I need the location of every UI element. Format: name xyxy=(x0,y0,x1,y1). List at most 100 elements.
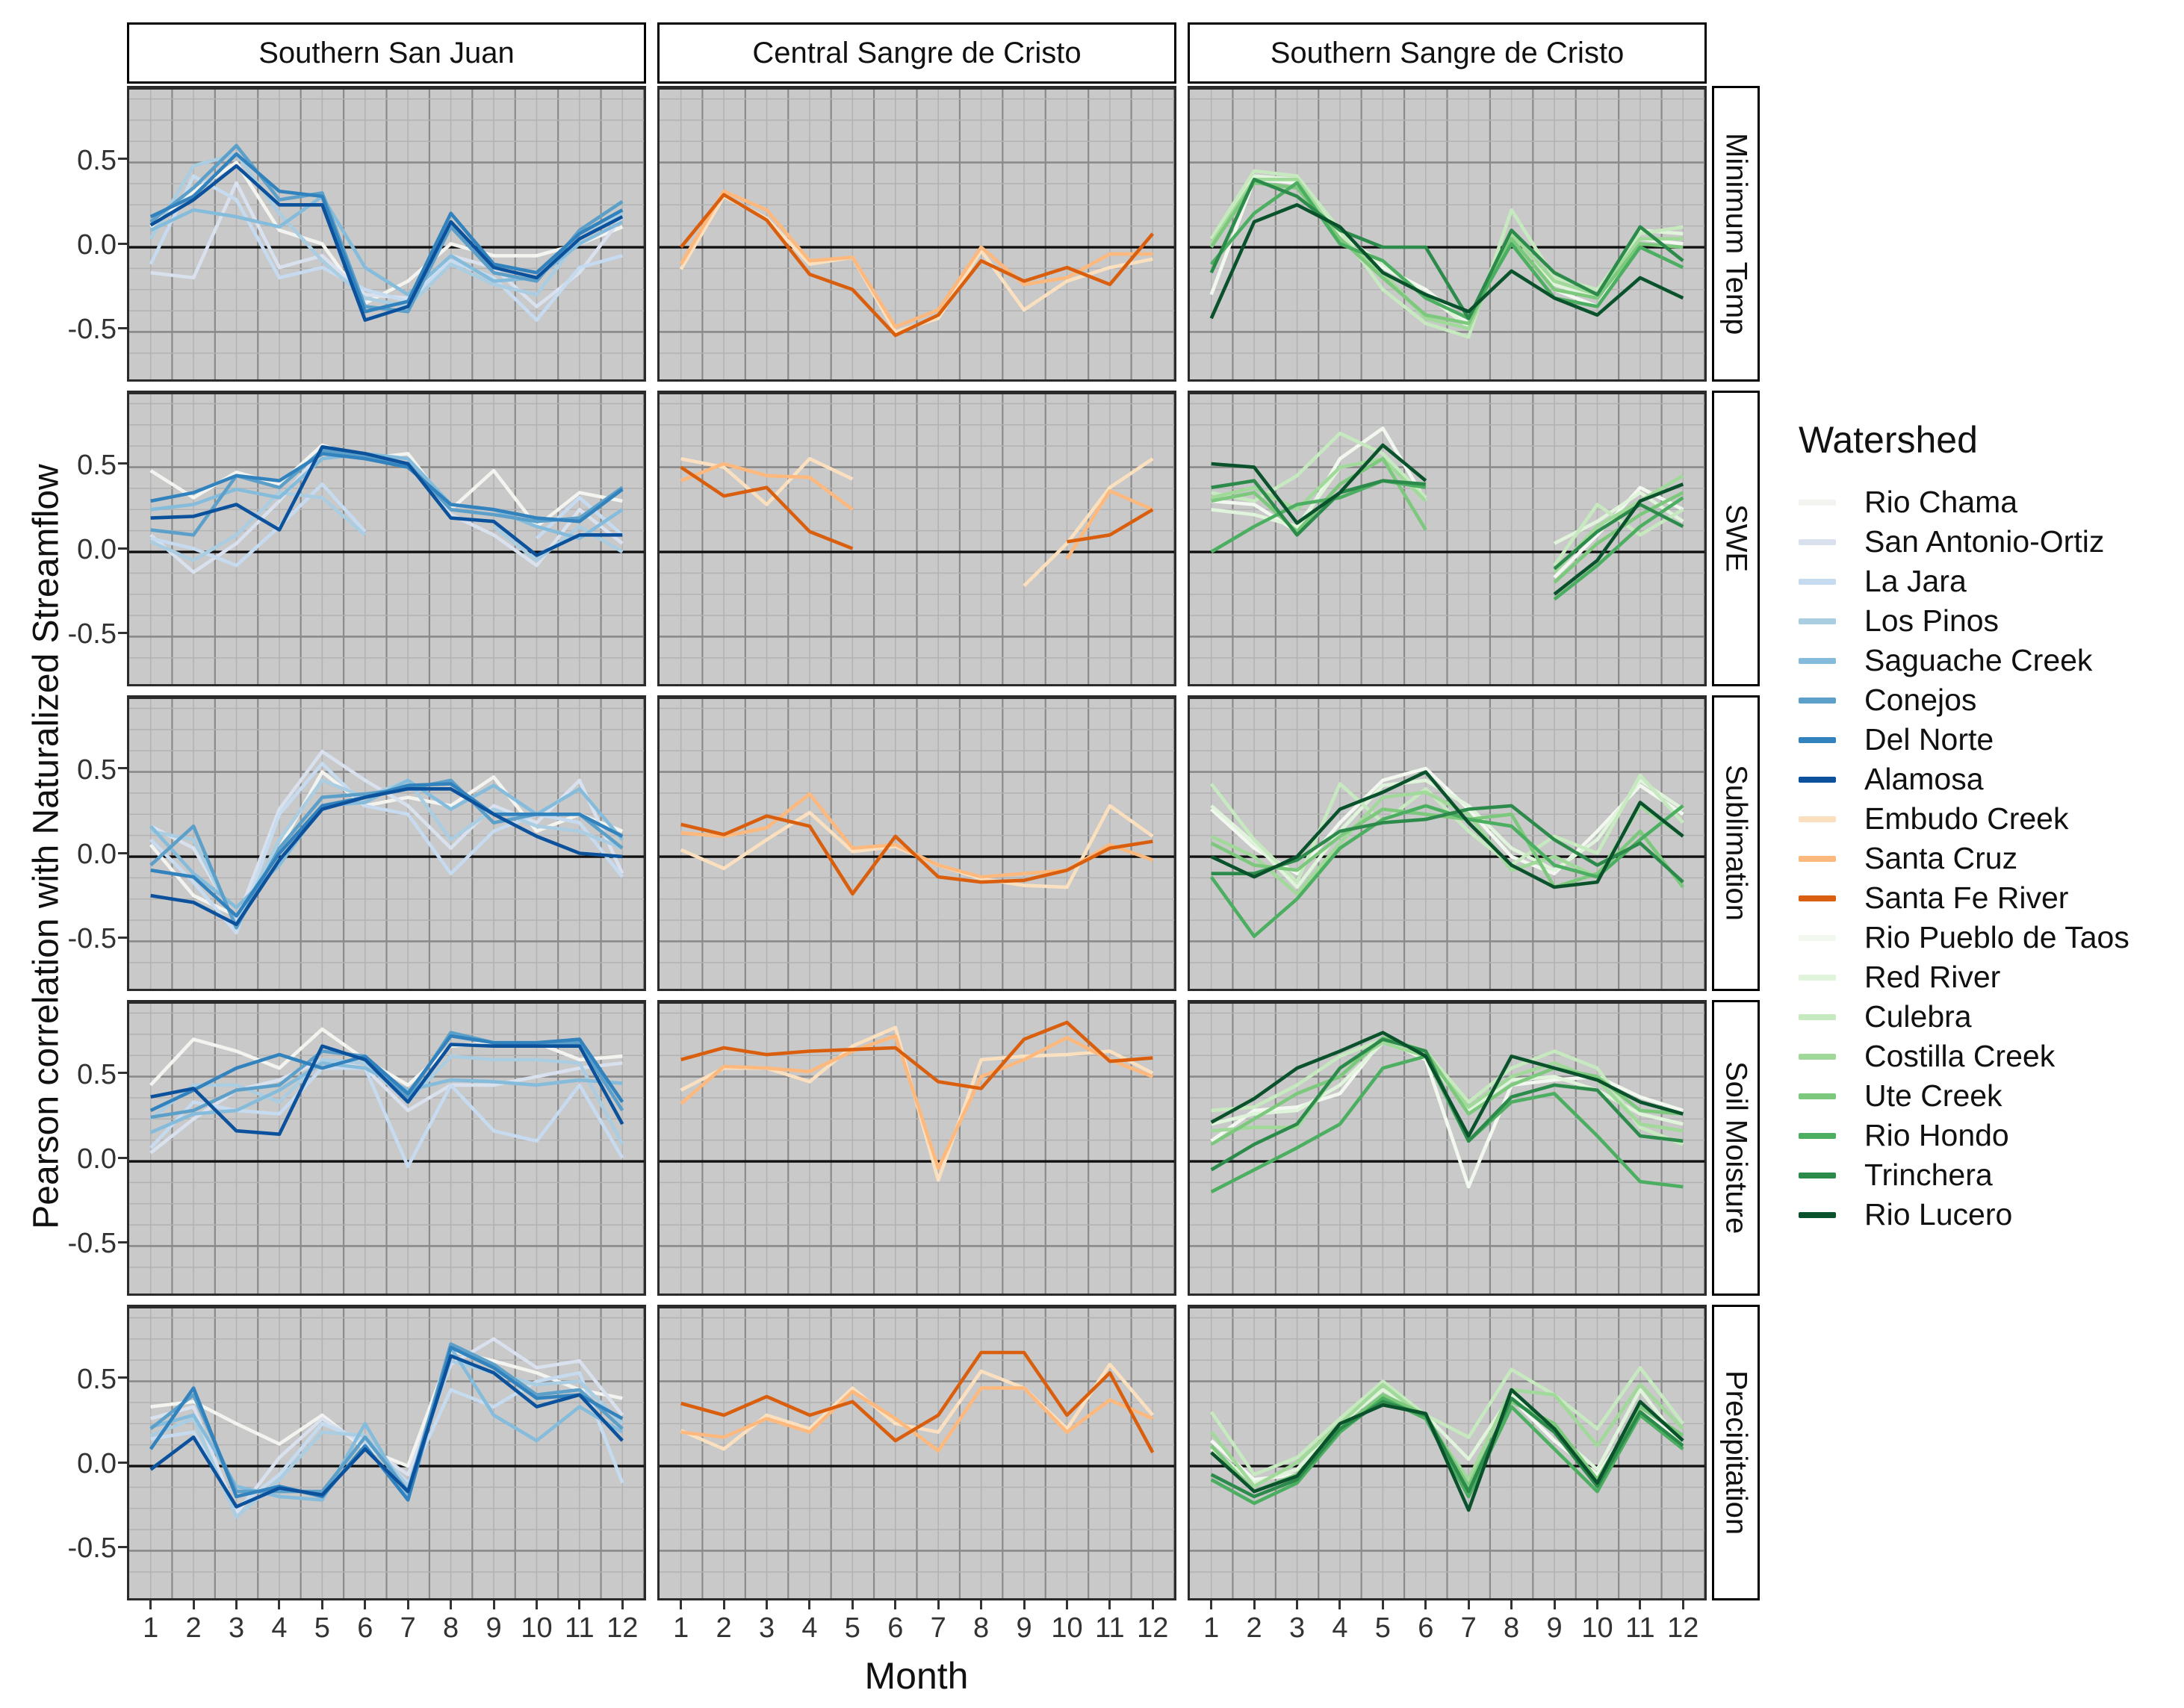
x-tick-mark xyxy=(364,1600,367,1609)
legend-item: Rio Lucero xyxy=(1799,1195,2180,1235)
x-tick-label: 5 xyxy=(1374,1612,1391,1644)
y-tick-label: -0.5 xyxy=(67,618,117,650)
y-tick-mark xyxy=(118,936,127,939)
facet-plot-area xyxy=(129,699,644,989)
y-tick-mark xyxy=(118,631,127,634)
legend-item-label: Santa Fe River xyxy=(1864,881,2069,915)
y-tick-label: -0.5 xyxy=(67,1228,117,1260)
y-tick-mark xyxy=(118,1072,127,1075)
x-tick-mark xyxy=(1424,1600,1427,1609)
series-line-los-pinos xyxy=(149,152,624,308)
legend-swatch-line xyxy=(1799,499,1836,506)
x-tick-label: 7 xyxy=(1460,1612,1477,1644)
series-line-los-pinos xyxy=(149,491,367,562)
facet-plot-area xyxy=(1190,90,1704,379)
series-line-rio-chama xyxy=(149,161,624,305)
series-line-trinchera xyxy=(1211,804,1684,883)
legend-item: San Antonio-Ortiz xyxy=(1799,522,2180,562)
facet-row-header: Precipitation xyxy=(1712,1305,1760,1600)
x-tick-mark xyxy=(278,1600,281,1609)
facet-plot-area xyxy=(129,1004,644,1294)
x-tick-mark xyxy=(192,1600,195,1609)
x-tick-label: 12 xyxy=(1137,1612,1169,1644)
series-line-rio-hondo xyxy=(1209,181,1684,320)
legend-swatch-line xyxy=(1799,816,1836,822)
series-line-rio-lucero xyxy=(1209,203,1684,320)
x-tick-mark xyxy=(621,1600,624,1609)
x-tick-label: 10 xyxy=(521,1612,553,1644)
x-tick-mark xyxy=(1338,1600,1341,1609)
series-line-rio-lucero xyxy=(1210,1388,1684,1512)
facet-panel xyxy=(657,1305,1176,1600)
series-line-santa-fe-river xyxy=(679,193,1155,338)
y-tick-mark xyxy=(118,767,127,770)
legend-item-label: San Antonio-Ortiz xyxy=(1864,524,2105,559)
x-tick-mark xyxy=(578,1600,581,1609)
facet-panel xyxy=(1188,86,1707,382)
x-tick-mark xyxy=(320,1600,323,1609)
legend-item: Culebra xyxy=(1799,997,2180,1037)
series-line-culebra xyxy=(1211,1037,1684,1146)
x-tick-mark xyxy=(1108,1600,1111,1609)
legend-item: Santa Fe River xyxy=(1799,878,2180,918)
facet-row-header: Minimum Temp xyxy=(1712,86,1760,382)
x-tick-mark xyxy=(808,1600,811,1609)
x-tick-mark xyxy=(450,1600,453,1609)
series-line-rio-lucero xyxy=(1211,443,1427,525)
legend-item-label: Rio Chama xyxy=(1864,485,2018,519)
series-line-embudo-creek xyxy=(680,456,854,506)
x-tick-mark xyxy=(406,1600,409,1609)
x-tick-mark xyxy=(1296,1600,1299,1609)
facet-plot-area xyxy=(129,90,644,379)
x-tick-label: 9 xyxy=(1016,1612,1032,1644)
x-tick-label: 9 xyxy=(1546,1612,1563,1644)
legend-item-label: Santa Cruz xyxy=(1864,841,2018,875)
facet-plot-area xyxy=(1190,1308,1704,1598)
x-tick-label: 3 xyxy=(758,1612,775,1644)
legend-item: Trinchera xyxy=(1799,1155,2180,1195)
series-line-culebra xyxy=(1209,773,1685,884)
legend-swatch-line xyxy=(1799,974,1836,981)
legend-title: Watershed xyxy=(1799,419,1978,461)
facet-panel xyxy=(1188,695,1707,991)
x-tick-mark xyxy=(1253,1600,1256,1609)
x-tick-mark xyxy=(894,1600,897,1609)
x-tick-label: 5 xyxy=(314,1612,330,1644)
x-tick-label: 8 xyxy=(1504,1612,1520,1644)
series-line-santa-cruz xyxy=(680,1386,1154,1453)
y-tick-mark xyxy=(118,1461,127,1464)
x-tick-mark xyxy=(1210,1600,1213,1609)
y-tick-mark xyxy=(118,158,127,161)
series-line-la-jara xyxy=(149,1066,624,1169)
x-tick-mark xyxy=(680,1600,683,1609)
legend-item: Costilla Creek xyxy=(1799,1037,2180,1076)
legend-swatch-line xyxy=(1799,855,1836,862)
facet-panel xyxy=(657,695,1176,991)
series-line-la-jara xyxy=(150,482,367,568)
x-tick-mark xyxy=(492,1600,495,1609)
legend-item: Santa Cruz xyxy=(1799,839,2180,878)
facet-column-header: Southern Sangre de Cristo xyxy=(1188,22,1707,84)
x-tick-mark xyxy=(1151,1600,1154,1609)
x-tick-label: 6 xyxy=(357,1612,373,1644)
legend-item-label: Rio Lucero xyxy=(1864,1197,2013,1232)
series-line-red-river xyxy=(1210,778,1684,889)
facet-plot-area xyxy=(660,1308,1174,1598)
facet-panel xyxy=(127,391,646,686)
series-line-red-river xyxy=(1210,1388,1685,1485)
y-tick-label: 0.5 xyxy=(77,754,117,786)
facet-panel xyxy=(1188,391,1707,686)
series-line-trinchera xyxy=(1211,479,1426,537)
legend-swatch-line xyxy=(1799,697,1836,704)
legend-swatch-line xyxy=(1799,1013,1836,1020)
y-tick-label: 0.0 xyxy=(77,1448,117,1480)
facet-plot-area xyxy=(1190,699,1704,989)
legend-item: Ute Creek xyxy=(1799,1076,2180,1116)
x-axis-title: Month xyxy=(864,1655,969,1697)
series-line-del-norte xyxy=(149,1345,624,1502)
facet-row-header: Sublimation xyxy=(1712,695,1760,991)
y-tick-label: 0.5 xyxy=(77,1058,117,1090)
x-tick-label: 8 xyxy=(443,1612,459,1644)
facet-panel xyxy=(657,391,1176,686)
